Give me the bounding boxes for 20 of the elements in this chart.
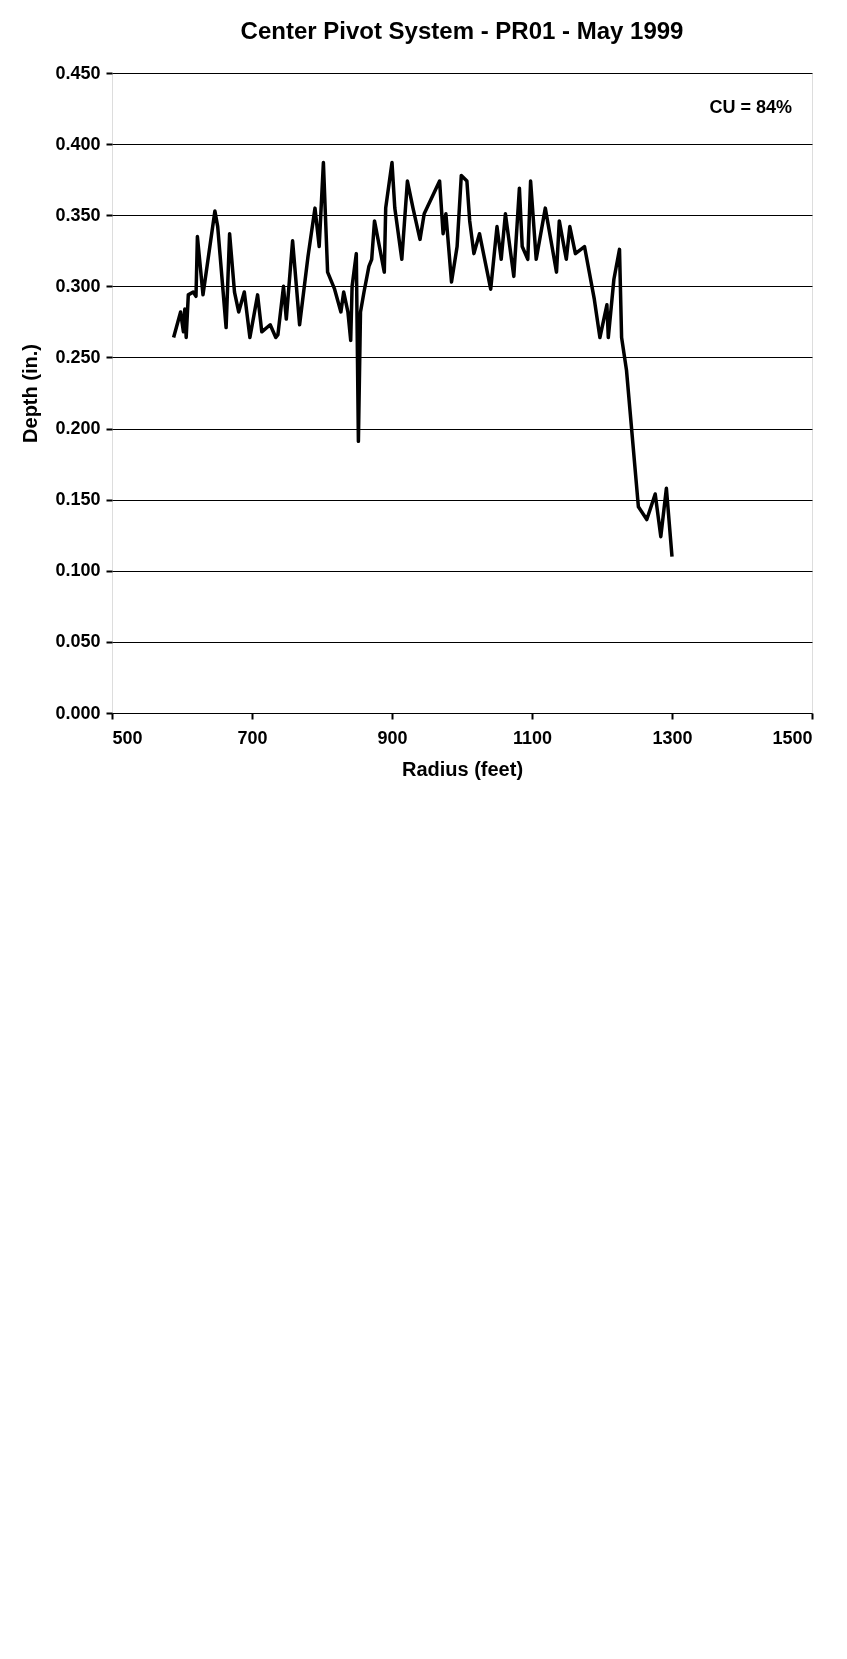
x-tick-label: 500 — [112, 727, 143, 748]
x-axis-title: Radius (feet) — [401, 757, 524, 780]
x-tick-label: 1100 — [512, 727, 553, 748]
x-tick-label: 700 — [237, 727, 268, 748]
y-tick-label: 0.000 — [55, 702, 101, 723]
y-tick-label: 0.200 — [55, 418, 101, 439]
y-tick-label: 0.250 — [55, 346, 101, 367]
y-tick-label: 0.400 — [55, 133, 101, 154]
y-tick-label: 0.050 — [55, 631, 101, 652]
y-tick-label: 0.150 — [55, 489, 101, 510]
x-tick-label: 1500 — [772, 727, 813, 748]
y-tick-label: 0.100 — [55, 560, 101, 581]
chart-title: Center Pivot System - PR01 - May 1999 — [240, 17, 684, 44]
y-tick-label: 0.300 — [55, 275, 101, 296]
x-tick-label: 1300 — [652, 727, 693, 748]
y-tick-label: 0.350 — [55, 204, 101, 225]
annotation: CU = 84% — [709, 97, 792, 117]
x-tick-label: 900 — [377, 727, 408, 748]
y-axis-title: Depth (in.) — [19, 344, 42, 443]
y-tick-label: 0.450 — [55, 62, 101, 83]
